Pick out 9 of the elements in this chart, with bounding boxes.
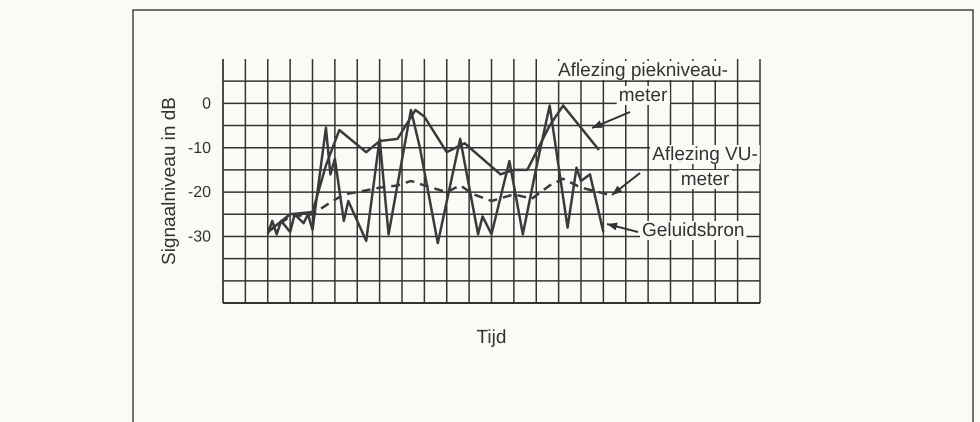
- x-axis-title: Tijd: [476, 327, 506, 348]
- y-tick-label: -10: [188, 140, 212, 157]
- y-tick-label: 0: [202, 95, 212, 112]
- annotation: Geluidsbron: [642, 220, 744, 241]
- y-tick-label: -20: [188, 184, 212, 202]
- annotation: Aflezing piekniveau- meter: [558, 60, 728, 106]
- y-tick-label: -30: [188, 228, 212, 246]
- annotation: Aflezing VU- meter: [652, 144, 758, 190]
- y-axis-title: Signaalniveau in dB: [159, 97, 180, 265]
